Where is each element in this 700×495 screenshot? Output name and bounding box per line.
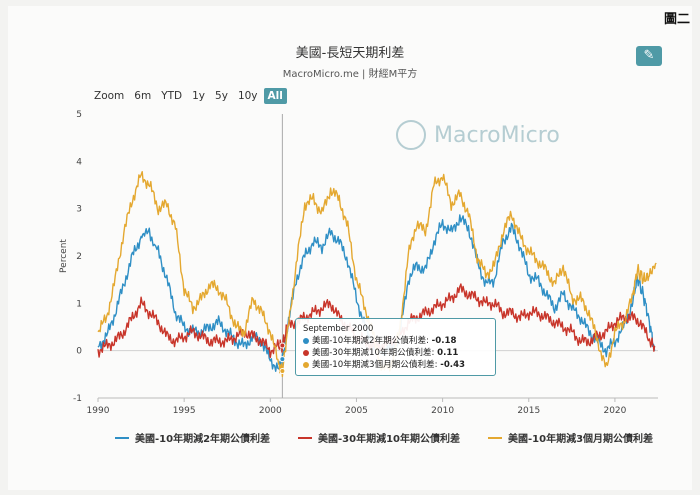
legend-swatch-icon — [488, 436, 503, 439]
legend-item-10y3m[interactable]: 美國-10年期減3個月期公債利差 — [488, 430, 653, 445]
legend-label: 美國-10年期減3個月期公債利差 — [508, 434, 654, 445]
hover-point-marker — [279, 356, 286, 363]
tooltip-label: 美國-10年期減2年期公債利差: — [312, 336, 429, 346]
pencil-icon: ✎ — [643, 48, 655, 63]
range-10y-button[interactable]: 10y — [237, 90, 258, 102]
y-tick-label: 2 — [76, 252, 82, 262]
x-tick-label: 2020 — [603, 406, 626, 416]
tooltip-row-30y10y: 美國-30年期減10年期公債利差: 0.11 — [303, 347, 488, 359]
y-tick-label: -1 — [73, 394, 82, 404]
hover-point-marker — [279, 342, 286, 349]
range-1y-button[interactable]: 1y — [192, 90, 206, 102]
x-tick-label: 2000 — [259, 406, 282, 416]
edit-button[interactable]: ✎ — [636, 46, 662, 66]
legend-swatch-icon — [298, 436, 313, 439]
x-tick-label: 2005 — [345, 406, 368, 416]
chart-tooltip: September 2000 美國-10年期減2年期公債利差: -0.18 美國… — [295, 318, 496, 376]
chart-legend: 美國-10年期減2年期公債利差 美國-30年期減10年期公債利差 美國-10年期… — [115, 430, 653, 445]
zoom-label: Zoom — [94, 90, 125, 102]
legend-label: 美國-30年期減10年期公債利差 — [318, 434, 461, 445]
range-selector: Zoom 6m YTD 1y 5y 10y All — [90, 88, 287, 104]
series-dot-icon — [303, 337, 309, 344]
hover-point-marker — [279, 368, 286, 375]
legend-swatch-icon — [115, 436, 129, 439]
chart-title: 美國-長短天期利差 — [295, 46, 405, 61]
tooltip-label: 美國-30年期減10年期公債利差: — [312, 348, 435, 358]
range-6m-button[interactable]: 6m — [134, 90, 152, 102]
watermark-text: MacroMicro — [434, 122, 560, 148]
page-background — [8, 6, 692, 490]
y-axis-label: Percent — [59, 239, 69, 273]
x-tick-label: 2015 — [517, 406, 540, 416]
y-tick-label: 4 — [76, 157, 82, 167]
y-tick-label: 5 — [76, 110, 82, 120]
watermark: MacroMicro — [396, 120, 560, 150]
x-tick-label: 1995 — [173, 406, 196, 416]
tooltip-value: 0.11 — [437, 348, 459, 358]
macromicro-logo-icon — [396, 120, 426, 150]
corner-label: 圖二 — [663, 12, 690, 27]
tooltip-row-10y3m: 美國-10年期減3個月期公債利差: -0.43 — [303, 359, 488, 371]
y-tick-label: 1 — [76, 299, 82, 309]
tooltip-value: -0.43 — [440, 360, 466, 370]
range-ytd-button[interactable]: YTD — [161, 90, 183, 102]
x-tick-label: 2010 — [431, 406, 454, 416]
legend-label: 美國-10年期減2年期公債利差 — [135, 434, 271, 445]
series-dot-icon — [303, 361, 309, 368]
x-tick-label: 1990 — [87, 406, 110, 416]
tooltip-row-10y2y: 美國-10年期減2年期公債利差: -0.18 — [303, 335, 488, 347]
range-5y-button[interactable]: 5y — [215, 90, 228, 102]
chart-subtitle: MacroMicro.me | 財經M平方 — [282, 69, 418, 80]
tooltip-label: 美國-10年期減3個月期公債利差: — [312, 360, 438, 370]
tooltip-date: September 2000 — [303, 323, 374, 333]
y-tick-label: 0 — [76, 347, 82, 357]
range-all-button[interactable]: All — [263, 88, 287, 104]
legend-item-10y2y[interactable]: 美國-10年期減2年期公債利差 — [115, 430, 270, 445]
legend-item-30y10y[interactable]: 美國-30年期減10年期公債利差 — [298, 430, 460, 445]
tooltip-value: -0.18 — [431, 336, 457, 346]
series-dot-icon — [303, 349, 309, 356]
y-tick-label: 3 — [76, 205, 82, 215]
